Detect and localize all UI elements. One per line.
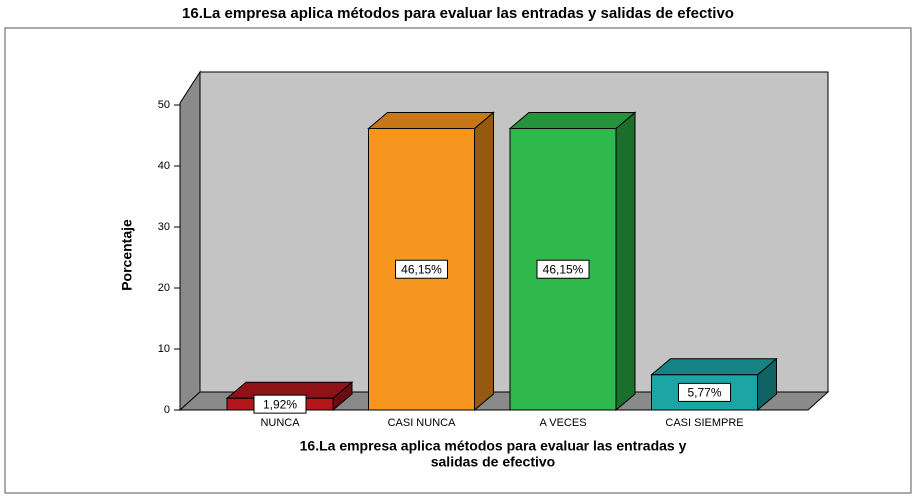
x-tick-label: NUNCA (260, 417, 300, 429)
y-tick-label: 50 (158, 99, 170, 111)
bar-top (650, 358, 778, 376)
bar-top (508, 111, 637, 129)
y-tick-label: 30 (158, 221, 170, 233)
value-label: 46,15% (543, 262, 584, 276)
bar-top (367, 111, 495, 129)
y-tick-label: 40 (158, 160, 170, 172)
x-tick-label: CASI NUNCA (388, 417, 457, 429)
bar-side (474, 111, 494, 412)
x-axis-label: 16.La empresa aplica métodos para evalua… (300, 438, 687, 454)
left-wall (179, 70, 201, 412)
x-tick-label: A VECES (539, 417, 586, 429)
value-label: 46,15% (401, 262, 442, 276)
y-tick-label: 10 (158, 343, 170, 355)
y-tick-label: 0 (164, 404, 170, 416)
value-label: 1,92% (263, 397, 297, 411)
chart-title: 16.La empresa aplica métodos para evalua… (182, 5, 734, 22)
value-label: 5,77% (687, 386, 721, 400)
value-label-box (253, 394, 307, 414)
bar-side (615, 111, 636, 412)
y-axis-label: Porcentaje (119, 219, 135, 291)
value-label-box (678, 382, 731, 402)
value-label-box (395, 259, 448, 279)
x-axis-label: salidas de efectivo (431, 454, 556, 470)
value-label-box (536, 259, 590, 279)
y-tick-label: 20 (158, 282, 170, 294)
x-tick-label: CASI SIEMPRE (665, 417, 743, 429)
